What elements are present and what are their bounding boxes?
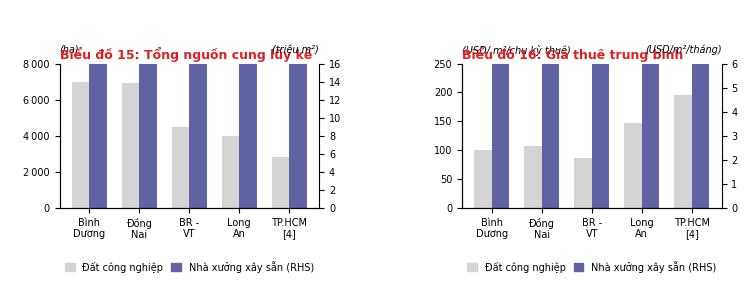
- Text: Biểu đồ 15: Tổng nguồn cung lũy kế: Biểu đồ 15: Tổng nguồn cung lũy kế: [60, 47, 312, 62]
- Bar: [525, 146, 542, 208]
- Bar: [190, 0, 207, 208]
- Text: (triệu m²): (triệu m²): [272, 45, 319, 55]
- Bar: [89, 0, 107, 208]
- Bar: [272, 157, 289, 208]
- Bar: [222, 136, 240, 208]
- Bar: [642, 0, 659, 208]
- Text: (USD/m²/tháng): (USD/m²/tháng): [645, 45, 722, 55]
- Bar: [475, 150, 492, 208]
- Text: (ha): (ha): [60, 45, 79, 55]
- Bar: [72, 81, 89, 208]
- Bar: [674, 95, 692, 208]
- Bar: [624, 123, 642, 208]
- Bar: [492, 0, 510, 208]
- Legend: Đất công nghiệp, Nhà xưởng xây sẵn (RHS): Đất công nghiệp, Nhà xưởng xây sẵn (RHS): [65, 261, 314, 273]
- Text: (USD/ m²/chu kỳ thuê): (USD/ m²/chu kỳ thuê): [462, 45, 571, 56]
- Legend: Đất công nghiệp, Nhà xưởng xây sẵn (RHS): Đất công nghiệp, Nhà xưởng xây sẵn (RHS): [467, 261, 716, 273]
- Bar: [591, 0, 609, 208]
- Bar: [574, 158, 591, 208]
- Text: Biểu đồ 16: Giá thuê trung bình: Biểu đồ 16: Giá thuê trung bình: [462, 47, 684, 62]
- Bar: [240, 0, 257, 208]
- Bar: [542, 0, 559, 208]
- Bar: [692, 0, 709, 208]
- Bar: [122, 84, 139, 208]
- Bar: [139, 0, 157, 208]
- Bar: [289, 0, 307, 208]
- Bar: [172, 127, 190, 208]
